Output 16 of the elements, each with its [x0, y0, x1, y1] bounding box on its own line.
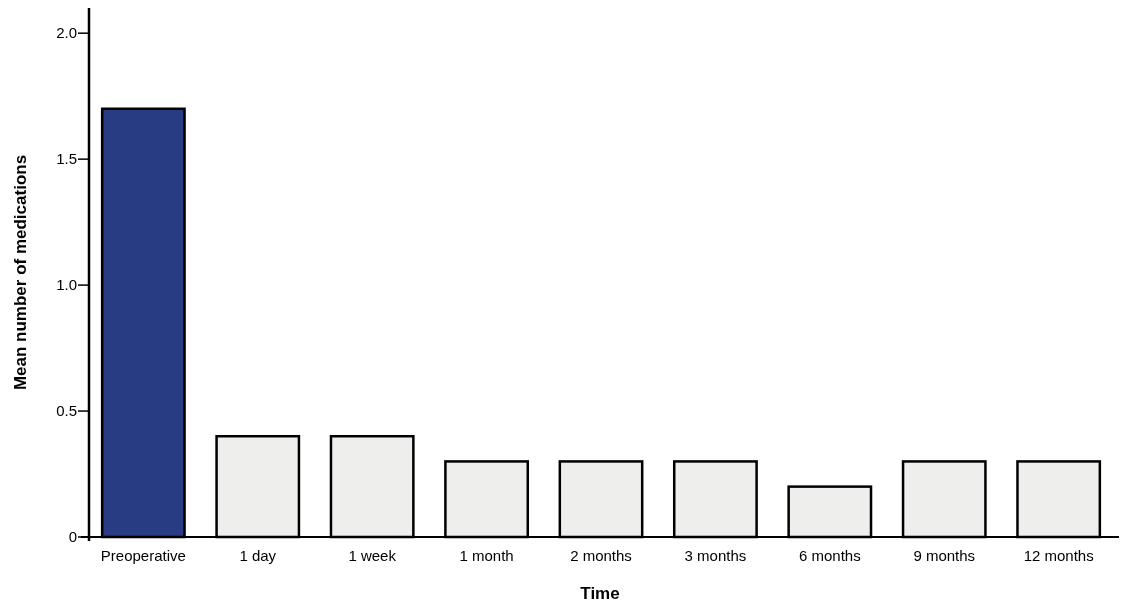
x-tick-label: 9 months — [913, 547, 976, 564]
x-tick-label: 12 months — [1023, 547, 1094, 564]
x-tick-label: 3 months — [684, 547, 747, 564]
y-tick-label: 1.0 — [56, 276, 77, 294]
y-tick-label: 0 — [68, 528, 77, 546]
x-tick-label: 2 months — [570, 547, 632, 564]
x-tick-label: 1 day — [239, 547, 277, 564]
x-tick-label: 1 week — [348, 547, 397, 564]
y-tick-label: 2.0 — [56, 24, 77, 42]
x-tick-label: 1 month — [459, 547, 514, 564]
y-tick-label: 1.5 — [56, 150, 77, 168]
y-tick-label: 0.5 — [56, 402, 77, 420]
x-tick-label: Preoperative — [100, 547, 186, 564]
x-axis-title: Time — [580, 584, 620, 603]
y-axis-title: Mean number of medications — [11, 154, 30, 391]
x-tick-label: 6 months — [798, 547, 861, 564]
